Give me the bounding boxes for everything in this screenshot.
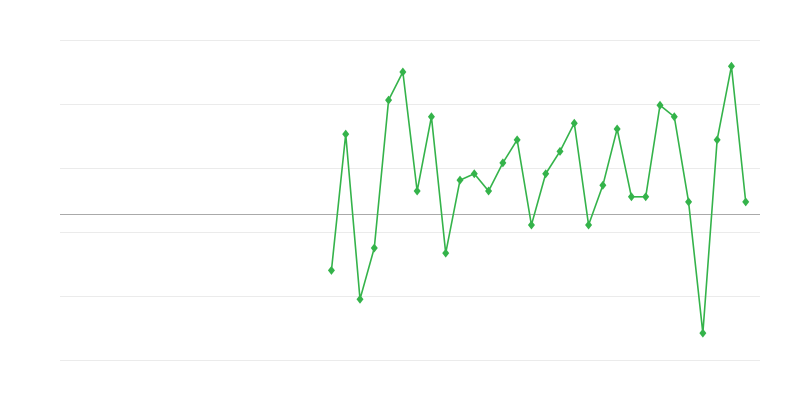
data-point	[342, 129, 350, 139]
data-point	[542, 169, 550, 179]
data-point	[642, 192, 650, 202]
data-point	[356, 294, 364, 304]
data-point	[570, 118, 578, 128]
data-point	[327, 265, 335, 275]
data-point	[656, 100, 664, 110]
data-point	[699, 328, 707, 338]
data-point	[513, 135, 521, 145]
data-point	[442, 248, 450, 258]
data-point	[456, 175, 464, 185]
data-point	[385, 95, 393, 105]
data-point	[485, 186, 493, 196]
data-point	[713, 135, 721, 145]
data-point	[670, 112, 678, 122]
data-point	[527, 220, 535, 230]
data-point	[413, 186, 421, 196]
data-point	[599, 180, 607, 190]
series-line	[330, 66, 747, 334]
data-point	[427, 112, 435, 122]
data-point	[370, 243, 378, 253]
data-point	[627, 192, 635, 202]
series	[327, 61, 750, 338]
data-point	[613, 124, 621, 134]
data-point	[556, 146, 564, 156]
gridlines	[60, 40, 760, 361]
data-point	[685, 197, 693, 207]
data-point	[585, 220, 593, 230]
data-point	[399, 67, 407, 77]
data-point	[742, 197, 750, 207]
data-point	[470, 169, 478, 179]
data-point	[499, 158, 507, 168]
data-point	[727, 61, 735, 71]
